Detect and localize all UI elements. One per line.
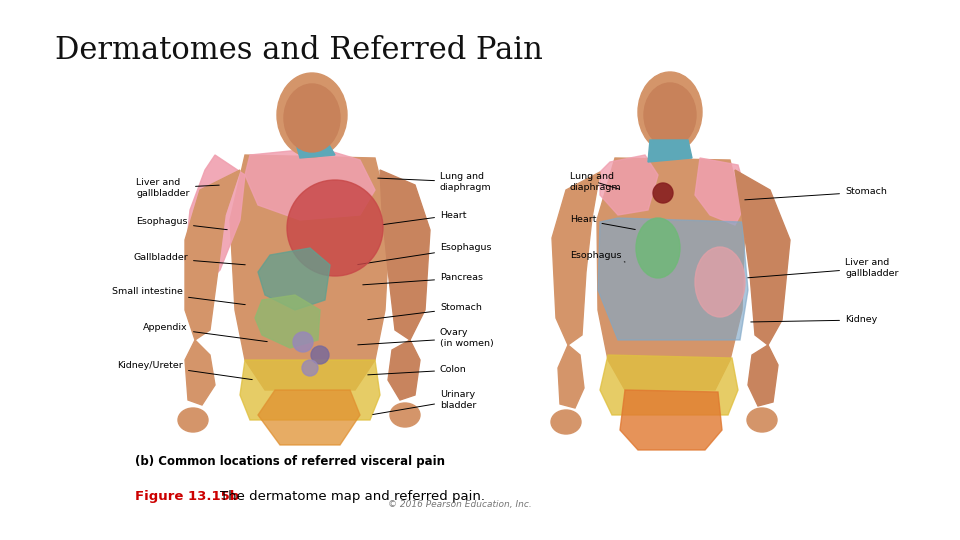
Text: Urinary
bladder: Urinary bladder xyxy=(372,390,476,415)
Polygon shape xyxy=(388,340,420,400)
Polygon shape xyxy=(380,170,430,340)
Polygon shape xyxy=(598,218,748,340)
Polygon shape xyxy=(600,355,738,415)
Ellipse shape xyxy=(277,73,347,157)
Text: Figure 13.15b: Figure 13.15b xyxy=(135,490,239,503)
Text: Ovary
(in women): Ovary (in women) xyxy=(358,328,493,348)
Ellipse shape xyxy=(747,408,777,432)
Text: (b) Common locations of referred visceral pain: (b) Common locations of referred viscera… xyxy=(135,455,445,468)
Text: Lung and
diaphragm: Lung and diaphragm xyxy=(378,172,492,192)
Text: Small intestine: Small intestine xyxy=(112,287,245,305)
Ellipse shape xyxy=(636,218,680,278)
Ellipse shape xyxy=(178,408,208,432)
Text: Esophagus: Esophagus xyxy=(358,244,492,265)
Text: Liver and
gallbladder: Liver and gallbladder xyxy=(136,178,219,198)
Circle shape xyxy=(311,346,329,364)
Polygon shape xyxy=(648,140,692,162)
Circle shape xyxy=(302,360,318,376)
Text: Kidney: Kidney xyxy=(751,315,877,325)
Polygon shape xyxy=(185,340,215,405)
Polygon shape xyxy=(245,148,375,220)
Ellipse shape xyxy=(644,83,696,147)
Ellipse shape xyxy=(390,403,420,427)
Polygon shape xyxy=(600,155,658,215)
Text: Lung and
diaphragm: Lung and diaphragm xyxy=(570,172,622,192)
Text: Heart: Heart xyxy=(383,211,467,225)
Polygon shape xyxy=(558,345,584,408)
Text: Pancreas: Pancreas xyxy=(363,273,483,285)
Text: Colon: Colon xyxy=(368,366,467,375)
Polygon shape xyxy=(240,360,380,420)
Text: © 2016 Pearson Education, Inc.: © 2016 Pearson Education, Inc. xyxy=(388,500,532,509)
Circle shape xyxy=(293,332,313,352)
Text: The dermatome map and referred pain.: The dermatome map and referred pain. xyxy=(220,490,485,503)
Polygon shape xyxy=(185,155,245,290)
Polygon shape xyxy=(185,170,240,340)
Polygon shape xyxy=(552,172,600,345)
Text: Stomach: Stomach xyxy=(368,303,482,320)
Text: Dermatomes and Referred Pain: Dermatomes and Referred Pain xyxy=(55,35,542,66)
Ellipse shape xyxy=(695,247,745,317)
Text: Kidney/Ureter: Kidney/Ureter xyxy=(117,361,252,380)
Circle shape xyxy=(653,183,673,203)
Text: Esophagus: Esophagus xyxy=(570,251,625,262)
Ellipse shape xyxy=(551,410,581,434)
Polygon shape xyxy=(258,390,360,445)
Ellipse shape xyxy=(638,72,702,152)
Text: Stomach: Stomach xyxy=(745,187,887,200)
Text: Gallbladder: Gallbladder xyxy=(133,253,245,265)
Polygon shape xyxy=(597,158,745,390)
Text: Heart: Heart xyxy=(570,215,636,230)
Text: Appendix: Appendix xyxy=(143,323,267,342)
Text: Esophagus: Esophagus xyxy=(136,218,228,230)
Polygon shape xyxy=(255,295,320,348)
Polygon shape xyxy=(620,390,722,450)
Polygon shape xyxy=(295,138,335,158)
Ellipse shape xyxy=(284,84,340,152)
Polygon shape xyxy=(748,345,778,406)
Polygon shape xyxy=(258,248,330,310)
Circle shape xyxy=(287,180,383,276)
Text: Liver and
gallbladder: Liver and gallbladder xyxy=(748,258,899,278)
Polygon shape xyxy=(695,158,748,225)
Polygon shape xyxy=(735,170,790,345)
Polygon shape xyxy=(230,155,390,390)
